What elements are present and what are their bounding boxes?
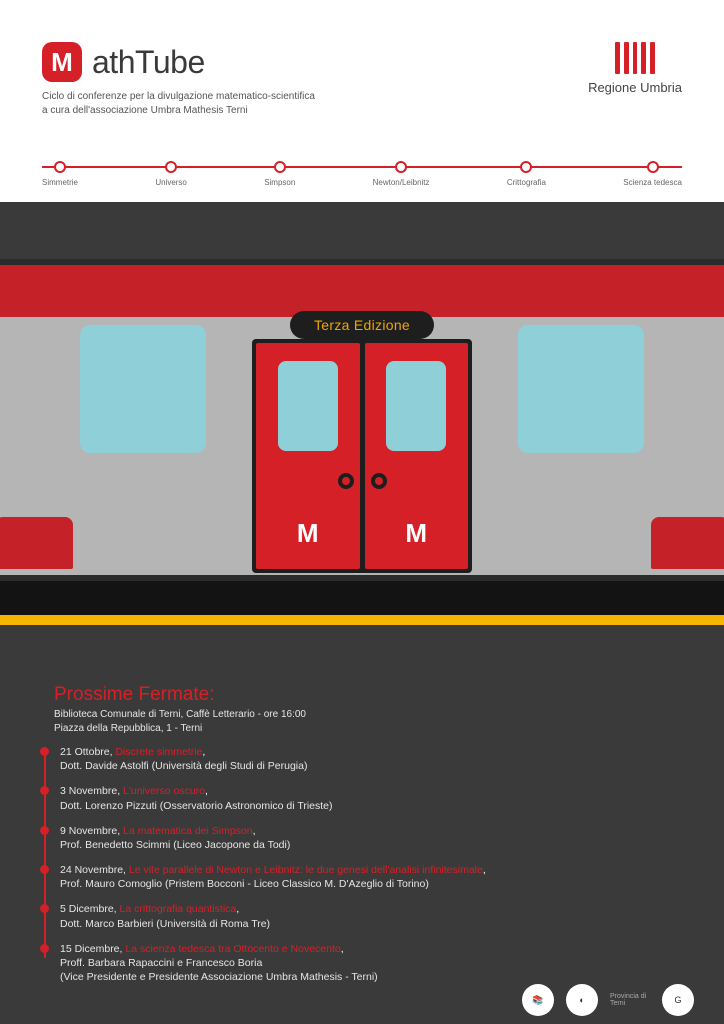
schedule-list: 21 Ottobre, Discrete simmetrie,Dott. Dav… (54, 745, 670, 984)
tube-stop-dot (54, 161, 66, 173)
train-stripe (0, 265, 724, 317)
region-label: Regione Umbria (588, 80, 682, 95)
door-letter-right: M (405, 518, 427, 549)
tube-stop-label: Newton/Leibnitz (373, 178, 430, 187)
subtitle-line-2: a cura dell'associazione Umbra Mathesis … (42, 105, 248, 116)
train-body: Terza Edizione M M (0, 259, 724, 581)
tube-stop: Scienza tedesca (623, 158, 682, 187)
schedule-timeline (44, 749, 46, 958)
seat-left (0, 317, 73, 575)
door-window-right (386, 361, 446, 451)
schedule-item: 21 Ottobre, Discrete simmetrie,Dott. Dav… (54, 745, 670, 773)
schedule-topic: La scienza tedesca tra Ottocento e Novec… (125, 943, 340, 955)
schedule-date: 5 Dicembre, (60, 903, 120, 915)
schedule-item: 15 Dicembre, La scienza tedesca tra Otto… (54, 942, 670, 985)
schedule-topic: Discrete simmetrie (115, 746, 202, 758)
schedule-speaker: Prof. Benedetto Scimmi (Liceo Jacopone d… (60, 838, 670, 852)
region-bars-icon (615, 42, 655, 74)
schedule-title: Prossime Fermate: (54, 684, 670, 706)
schedule-topic: La matematica dei Simpson (123, 825, 253, 837)
platform-gap (0, 581, 724, 615)
schedule-date: 15 Dicembre, (60, 943, 125, 955)
tube-line: Simmetrie Universo Simpson Newton/Leibnitz C… (42, 158, 682, 192)
tube-stop: Simpson (264, 158, 295, 187)
schedule-date: 9 Novembre, (60, 825, 123, 837)
footer-logo: 📚 (522, 984, 554, 1016)
brand-subtitle: Ciclo di conferenze per la divulgazione … (42, 90, 315, 117)
edition-badge: Terza Edizione (290, 311, 434, 339)
schedule-topic: L'universo oscuro (123, 785, 205, 797)
footer-logo: G (662, 984, 694, 1016)
window-left (73, 317, 213, 575)
schedule-speaker: Proff. Barbara Rapaccini e Francesco Bor… (60, 956, 670, 984)
tube-stop-dot (395, 161, 407, 173)
tube-stop-dot (165, 161, 177, 173)
brand-badge: M (42, 42, 82, 82)
tube-stop-label: Simmetrie (42, 178, 78, 187)
tube-stop-dot (520, 161, 532, 173)
train-graphic: Terza Edizione M M (0, 202, 724, 674)
schedule: Prossime Fermate: Biblioteca Comunale di… (0, 674, 724, 1024)
door-window-left (278, 361, 338, 451)
tube-stop-dot (274, 161, 286, 173)
schedule-speaker: Dott. Davide Astolfi (Università degli S… (60, 759, 670, 773)
train-doors: M M (252, 339, 472, 573)
venue-line-2: Piazza della Repubblica, 1 - Terni (54, 723, 202, 734)
brand-badge-letter: M (51, 47, 73, 78)
door-handle-left (338, 473, 354, 489)
schedule-speaker: Dott. Lorenzo Pizzuti (Osservatorio Astr… (60, 799, 670, 813)
window-right (511, 317, 651, 575)
tube-stop: Newton/Leibnitz (373, 158, 430, 187)
tube-stop-label: Scienza tedesca (623, 178, 682, 187)
footer-logo: ◐ (566, 984, 598, 1016)
door-handle-right (371, 473, 387, 489)
logo-row: M athTube Ciclo di conferenze per la div… (42, 42, 682, 117)
schedule-topic: La crittografia quantistica (120, 903, 237, 915)
schedule-venue: Biblioteca Comunale di Terni, Caffè Lett… (54, 708, 670, 735)
train-center: Terza Edizione M M (213, 317, 511, 575)
brand-name: athTube (92, 44, 205, 81)
tube-stop: Universo (155, 158, 187, 187)
header: M athTube Ciclo di conferenze per la div… (0, 0, 724, 202)
platform (0, 625, 724, 674)
venue-line-1: Biblioteca Comunale di Terni, Caffè Lett… (54, 709, 306, 720)
tube-stop-label: Universo (155, 178, 187, 187)
schedule-item: 5 Dicembre, La crittografia quantistica,… (54, 902, 670, 930)
door-letter-left: M (297, 518, 319, 549)
schedule-item: 9 Novembre, La matematica dei Simpson,Pr… (54, 824, 670, 852)
brand-logo: M athTube (42, 42, 315, 82)
tube-stop: Crittografia (507, 158, 546, 187)
tube-stop-label: Crittografia (507, 178, 546, 187)
schedule-speaker: Dott. Marco Barbieri (Università di Roma… (60, 917, 670, 931)
schedule-date: 24 Novembre, (60, 864, 129, 876)
tube-stop-label: Simpson (264, 178, 295, 187)
schedule-topic: Le vite parallele di Newton e Leibnitz: … (129, 864, 483, 876)
seat-right (651, 317, 724, 575)
tube-stop-dot (647, 161, 659, 173)
tube-stops: Simmetrie Universo Simpson Newton/Leibnitz C… (42, 158, 682, 187)
region-logo: Regione Umbria (588, 42, 682, 95)
brand-block: M athTube Ciclo di conferenze per la div… (42, 42, 315, 117)
schedule-item: 3 Novembre, L'universo oscuro,Dott. Lore… (54, 784, 670, 812)
schedule-date: 3 Novembre, (60, 785, 123, 797)
door-left: M (256, 343, 360, 569)
schedule-date: 21 Ottobre, (60, 746, 115, 758)
subtitle-line-1: Ciclo di conferenze per la divulgazione … (42, 91, 315, 102)
tube-stop: Simmetrie (42, 158, 78, 187)
platform-yellow-line (0, 615, 724, 625)
footer-logos: 📚 ◐ Provincia di Terni G (522, 984, 694, 1016)
door-right: M (365, 343, 469, 569)
schedule-item: 24 Novembre, Le vite parallele di Newton… (54, 863, 670, 891)
schedule-speaker: Prof. Mauro Comoglio (Pristem Bocconi - … (60, 877, 670, 891)
footer-logo: Provincia di Terni (610, 984, 650, 1016)
